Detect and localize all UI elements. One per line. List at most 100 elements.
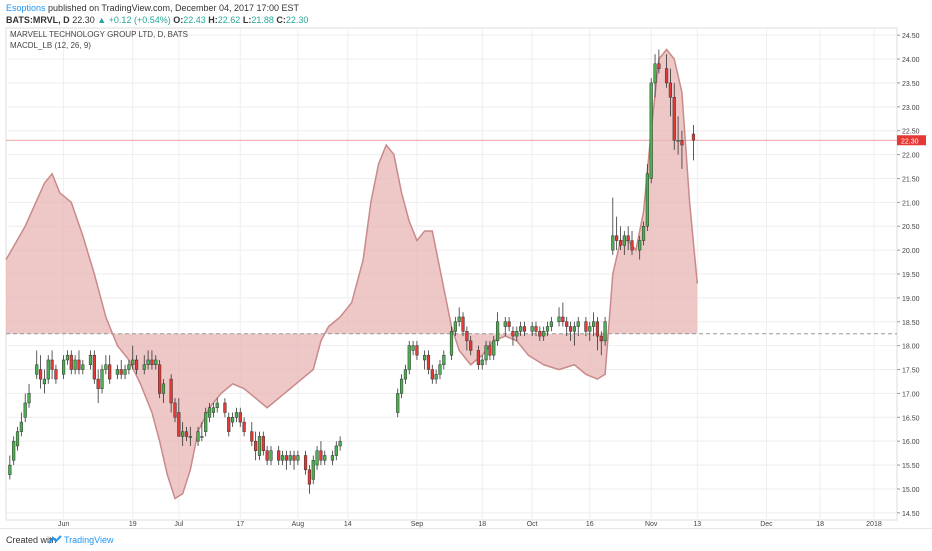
candle-body [100, 369, 104, 389]
x-tick-label: 19 [129, 521, 137, 528]
candle [519, 321, 523, 337]
candle [492, 336, 496, 360]
candle [415, 340, 419, 360]
candle-body [15, 431, 20, 447]
candle-body [507, 321, 511, 327]
candle [334, 441, 338, 461]
x-tick-label: 2018 [866, 521, 882, 528]
candle [611, 197, 615, 255]
candle [12, 436, 16, 466]
candle-body [131, 359, 135, 366]
candle-body [415, 345, 419, 356]
author-link[interactable]: Esoptions [6, 3, 46, 13]
candle [307, 465, 311, 494]
x-tick-label: 16 [586, 521, 594, 528]
candle [96, 369, 100, 403]
candle [269, 445, 273, 466]
last-price-tag-label: 22.30 [901, 138, 919, 145]
candle-body [572, 326, 576, 332]
candle [204, 407, 208, 437]
candle-body [127, 364, 131, 370]
candle [426, 350, 431, 375]
candle [549, 316, 553, 332]
candle [488, 340, 492, 360]
time-axis[interactable]: Jun 19 Jul 17 Aug 14 Sep 18 Oct 16 Nov 13 Dec 18 2018 [58, 521, 882, 528]
candle-body [146, 359, 150, 366]
y-tick-label: 16.50 [902, 415, 920, 422]
candle-body [549, 321, 553, 327]
candle [323, 450, 327, 466]
price-axis[interactable]: 14.50 15.00 15.50 16.00 16.50 17.00 17.50 18.00… [897, 33, 926, 518]
tradingview-link[interactable]: TradingView [64, 535, 114, 545]
candle-body [27, 393, 31, 404]
candle-body [184, 431, 189, 437]
candle [200, 422, 204, 442]
candle [403, 364, 408, 384]
candle-body [565, 321, 569, 327]
y-tick-label: 18.50 [902, 320, 920, 327]
candle-body [592, 321, 596, 327]
candle [292, 450, 296, 470]
candle [599, 331, 603, 356]
candle-body [599, 335, 603, 342]
candle [227, 412, 231, 437]
candle [507, 316, 511, 332]
candle [657, 49, 661, 74]
candle-body [196, 431, 200, 442]
price-chart[interactable]: 14.50 15.00 15.50 16.00 16.50 17.00 17.50 18.00… [0, 0, 932, 528]
candle [92, 350, 96, 384]
candle-body [38, 369, 43, 380]
candle [641, 221, 646, 246]
candle [77, 350, 81, 375]
high-value: 22.62 [217, 15, 241, 25]
candle-body [65, 354, 70, 361]
candle-body [545, 326, 550, 332]
candle-body [288, 455, 292, 461]
candle-body [638, 240, 642, 251]
candle-body [123, 369, 127, 375]
candle [230, 412, 235, 427]
publish-text: published on TradingView.com, December 0… [48, 3, 300, 13]
candle-body [296, 455, 300, 461]
candle [423, 350, 427, 370]
candle [211, 402, 215, 418]
candle-body [250, 431, 254, 442]
candle-body [242, 421, 246, 432]
y-tick-label: 23.00 [902, 105, 920, 112]
x-tick-label: 18 [478, 521, 486, 528]
candle [207, 402, 212, 423]
candle [27, 383, 31, 408]
candle [184, 426, 189, 442]
candle-body [204, 412, 208, 432]
candle [411, 340, 415, 356]
candle-body [641, 225, 646, 241]
candle [399, 374, 404, 399]
candle [50, 350, 54, 380]
candle [188, 426, 192, 446]
candle [557, 307, 561, 327]
candle-body [207, 407, 212, 418]
y-tick-label: 22.50 [902, 129, 920, 136]
candle [565, 316, 569, 337]
candle-body [403, 369, 408, 380]
candle [238, 407, 242, 427]
candle-body [480, 359, 484, 366]
candle [576, 316, 580, 337]
candle [638, 235, 642, 260]
x-tick-label: Nov [645, 521, 658, 528]
candle [250, 422, 254, 446]
candle-body [557, 316, 561, 323]
candle [277, 445, 281, 466]
candle [595, 316, 600, 351]
candle [54, 364, 58, 384]
candle-body [108, 364, 112, 380]
tradingview-logo-icon[interactable] [48, 534, 62, 546]
y-tick-label: 19.00 [902, 296, 920, 303]
x-tick-label: 17 [236, 521, 244, 528]
candle [311, 455, 315, 485]
candle [453, 316, 457, 337]
candle-body [227, 417, 231, 432]
candle-body [484, 345, 488, 361]
candle-body [338, 440, 342, 447]
candle-body [319, 450, 323, 461]
